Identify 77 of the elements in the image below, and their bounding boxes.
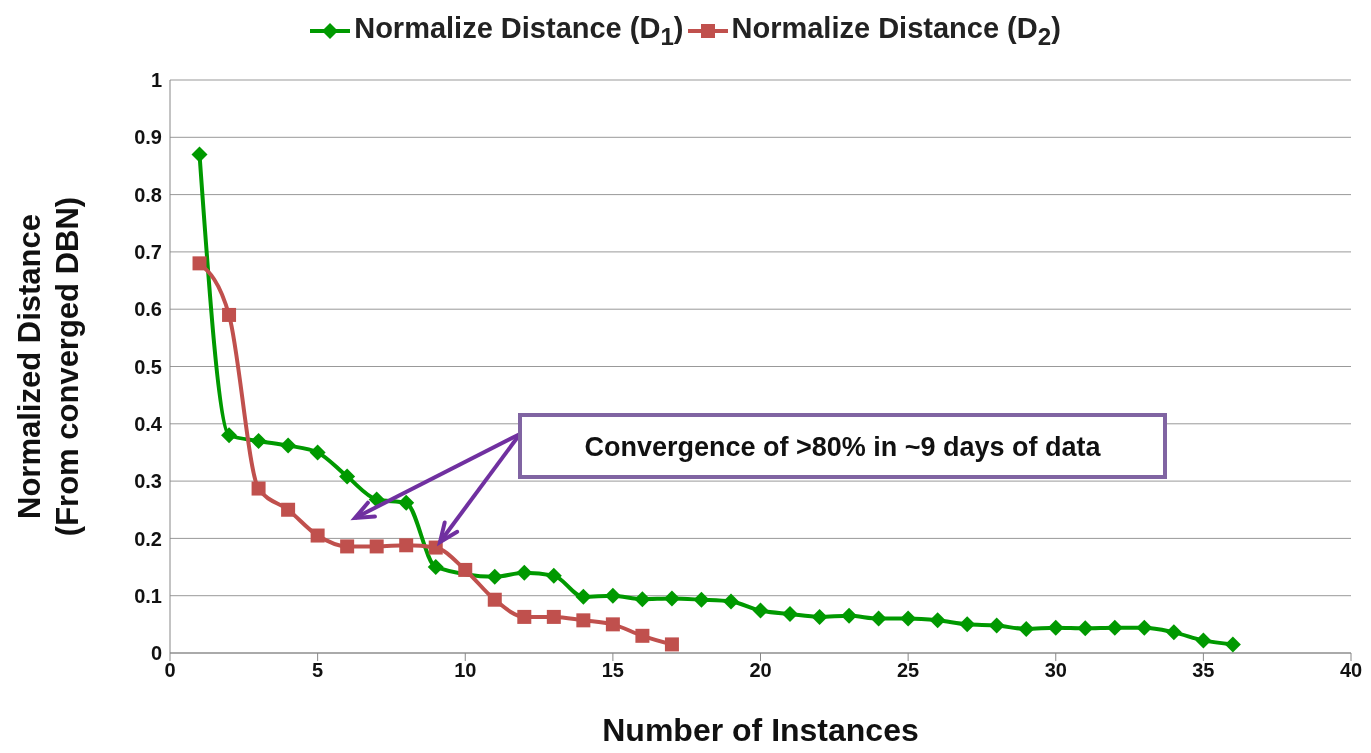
y-axis-title: Normalized Distance (From converged DBN) [12,196,85,537]
y-tick-label: 0.9 [134,126,162,149]
x-tick-label: 10 [454,659,477,682]
point [811,608,828,625]
y-tick-label: 0.1 [134,584,162,607]
point [458,562,473,577]
point [959,616,976,633]
point [988,617,1005,634]
point [1047,619,1064,636]
legend-label: Normalize Distance (D$_{2}$) [731,12,1061,51]
point [929,612,946,629]
x-tick-label: 35 [1192,659,1215,682]
point [281,502,296,517]
point [369,539,384,554]
point [368,491,385,508]
x-tick-label: 30 [1044,659,1067,682]
point [192,256,207,271]
point [1077,620,1094,637]
legend-label: Normalize Distance (D$_{1}$) [354,12,684,51]
point [870,610,887,627]
y-tick-label: 0.6 [134,298,162,321]
y-tick-label: 0.5 [134,355,162,378]
x-tick-label: 15 [601,659,624,682]
point [634,591,651,608]
annotation: Convergence of >80% in ~9 days of data [584,432,1102,462]
point [604,587,621,604]
point [516,564,533,581]
point [1018,620,1035,637]
y-tick-label: 0.3 [134,470,162,493]
point [221,427,238,444]
x-tick-label: 5 [312,659,324,682]
x-axis-title: Number of Instances [602,712,919,748]
x-tick-label: 25 [897,659,920,682]
point [1224,636,1241,653]
point [663,590,680,607]
point [1136,619,1153,636]
point [398,494,415,511]
y-tick-label: 0.4 [134,412,163,435]
point [309,444,326,461]
point [487,592,502,607]
y-tick-label: 1 [150,69,162,92]
y-tick-label: 0 [150,642,162,665]
point [900,610,917,627]
point [546,609,561,624]
point [782,606,799,623]
y-tick-label: 0.7 [134,241,162,263]
point [427,559,444,576]
point [722,593,739,610]
point [575,588,592,605]
point [428,540,443,555]
point [399,538,414,553]
y-tick-label: 0.8 [134,183,162,206]
point [250,432,267,449]
point [693,591,710,608]
point [752,602,769,619]
point [1165,624,1182,641]
point [310,528,325,543]
point [191,146,208,163]
point [605,617,620,632]
point [664,637,679,652]
point [545,567,562,584]
point [576,613,591,628]
x-tick-label: 20 [749,659,772,682]
point [1106,619,1123,636]
point [1195,632,1212,649]
point [517,609,532,624]
point [339,468,356,485]
point [251,481,266,496]
point [222,307,237,322]
point [486,568,503,585]
point [280,437,297,454]
point [635,628,650,643]
point [340,539,355,554]
x-tick-label: 0 [164,659,176,682]
x-tick-label: 40 [1339,659,1363,682]
point [841,607,858,624]
y-tick-label: 0.2 [134,527,162,550]
